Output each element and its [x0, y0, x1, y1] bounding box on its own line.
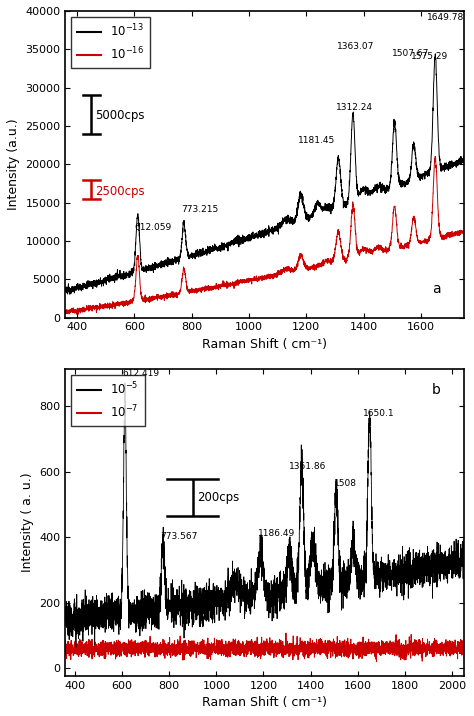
Text: 1181.45: 1181.45: [298, 136, 335, 145]
X-axis label: Raman Shift ( cm⁻¹): Raman Shift ( cm⁻¹): [202, 696, 327, 709]
Text: 1508: 1508: [334, 479, 357, 488]
Legend: $10^{-5}$, $10^{-7}$: $10^{-5}$, $10^{-7}$: [72, 375, 145, 426]
Text: 773.215: 773.215: [181, 205, 219, 214]
Text: 612.419: 612.419: [123, 369, 160, 378]
Text: 1650.1: 1650.1: [363, 409, 394, 417]
Text: 612.059: 612.059: [135, 223, 172, 232]
Text: 1186.49: 1186.49: [258, 529, 295, 538]
Text: 1363.07: 1363.07: [337, 42, 374, 51]
Text: 2500cps: 2500cps: [96, 185, 145, 198]
Text: 773.567: 773.567: [161, 532, 198, 541]
Y-axis label: Intensity ( a. u.): Intensity ( a. u.): [21, 473, 34, 572]
Text: a: a: [432, 282, 441, 296]
Text: 5000cps: 5000cps: [96, 110, 145, 122]
Text: 1649.78: 1649.78: [427, 14, 464, 22]
Text: b: b: [432, 382, 441, 397]
Text: 200cps: 200cps: [198, 491, 240, 504]
Text: 1507.67: 1507.67: [392, 49, 429, 59]
X-axis label: Raman Shift ( cm⁻¹): Raman Shift ( cm⁻¹): [202, 338, 327, 351]
Y-axis label: Intensity (a.u.): Intensity (a.u.): [7, 118, 20, 210]
Text: 1312.24: 1312.24: [336, 103, 373, 112]
Legend: $10^{-13}$, $10^{-16}$: $10^{-13}$, $10^{-16}$: [72, 17, 150, 68]
Text: 1575.29: 1575.29: [411, 52, 448, 61]
Text: 1361.86: 1361.86: [289, 463, 326, 471]
